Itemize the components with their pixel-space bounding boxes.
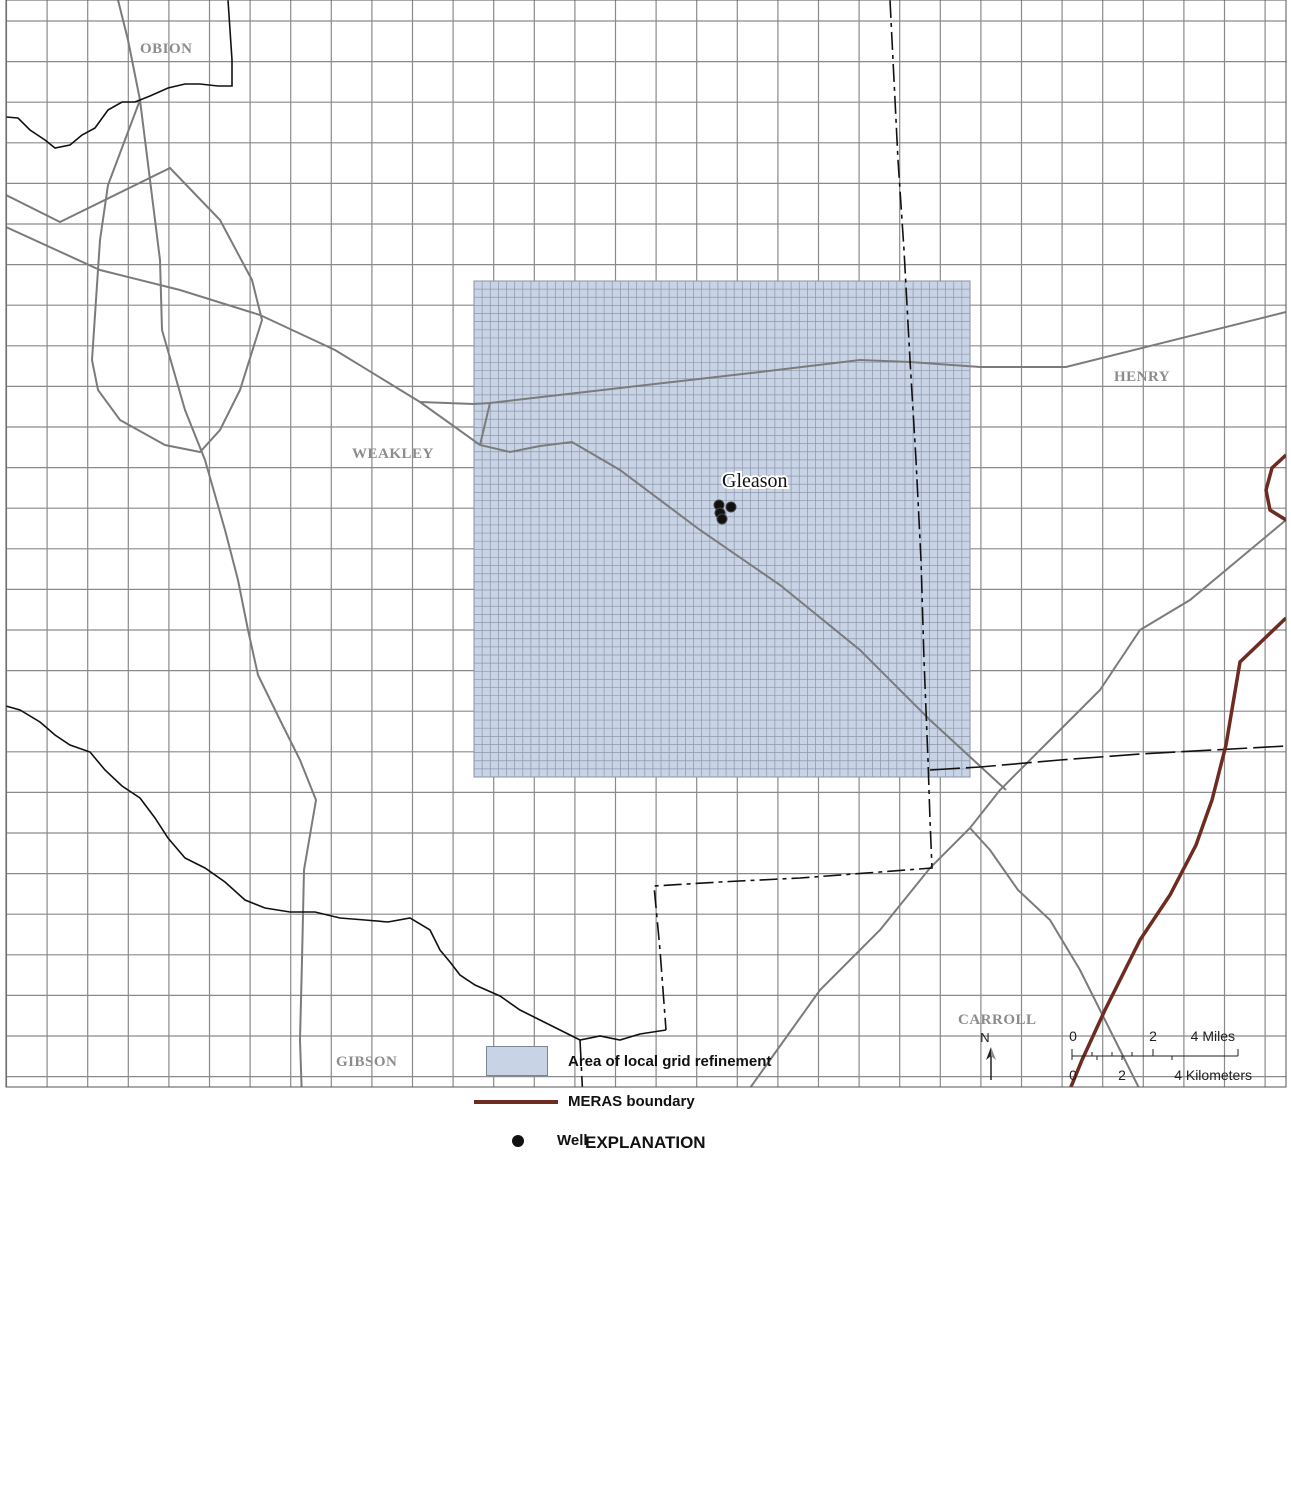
- legend-label: MERAS boundary: [568, 1093, 695, 1110]
- scale-bar: 0 2 4 Miles 0 2 4 Kilometers: [1069, 1028, 1252, 1083]
- north-label: N: [980, 1030, 989, 1045]
- legend-item-meras: MERAS boundary: [474, 1093, 695, 1110]
- roads-and-streams: [6, 0, 1286, 1087]
- town-label-gleason: Gleason: [722, 470, 788, 492]
- well-symbol: [512, 1134, 524, 1147]
- county-label-gibson: GIBSON: [336, 1054, 397, 1070]
- well-marker: [716, 513, 728, 525]
- meras-line-symbol: [474, 1099, 558, 1104]
- legend-label: Well: [557, 1132, 588, 1149]
- county-boundaries: [6, 0, 1286, 1087]
- north-arrow-icon: [986, 1047, 996, 1080]
- legend-item-refinement: Area of local grid refinement: [486, 1046, 771, 1076]
- scale-mile-tick-4: 4 Miles: [1191, 1028, 1235, 1044]
- local-grid-refinement-area: [473, 280, 971, 778]
- meras-boundary: [1069, 453, 1286, 1087]
- well-cluster: [713, 499, 737, 525]
- scale-km-tick-2: 2: [1118, 1067, 1126, 1083]
- well-marker: [725, 501, 737, 513]
- north-arrow-and-scale: N: [980, 1030, 996, 1080]
- scale-mile-tick-2: 2: [1149, 1028, 1157, 1044]
- county-label-obion: OBION: [140, 41, 193, 57]
- scale-km-tick-0: 0: [1069, 1067, 1077, 1083]
- legend-item-well: Well: [512, 1132, 588, 1149]
- map-canvas: OBION WEAKLEY HENRY CARROLL GIBSON Gleas…: [5, 0, 1287, 1088]
- map-frame: [5, 0, 1287, 1088]
- legend-title: EXPLANATION: [585, 1133, 706, 1152]
- county-label-henry: HENRY: [1114, 369, 1170, 385]
- county-label-weakley: WEAKLEY: [352, 446, 434, 462]
- county-label-carroll: CARROLL: [958, 1012, 1037, 1028]
- refinement-swatch: [486, 1046, 548, 1076]
- legend-label: Area of local grid refinement: [568, 1052, 772, 1070]
- scale-mile-tick-0: 0: [1069, 1028, 1077, 1044]
- scale-km-tick-4: 4 Kilometers: [1174, 1067, 1252, 1083]
